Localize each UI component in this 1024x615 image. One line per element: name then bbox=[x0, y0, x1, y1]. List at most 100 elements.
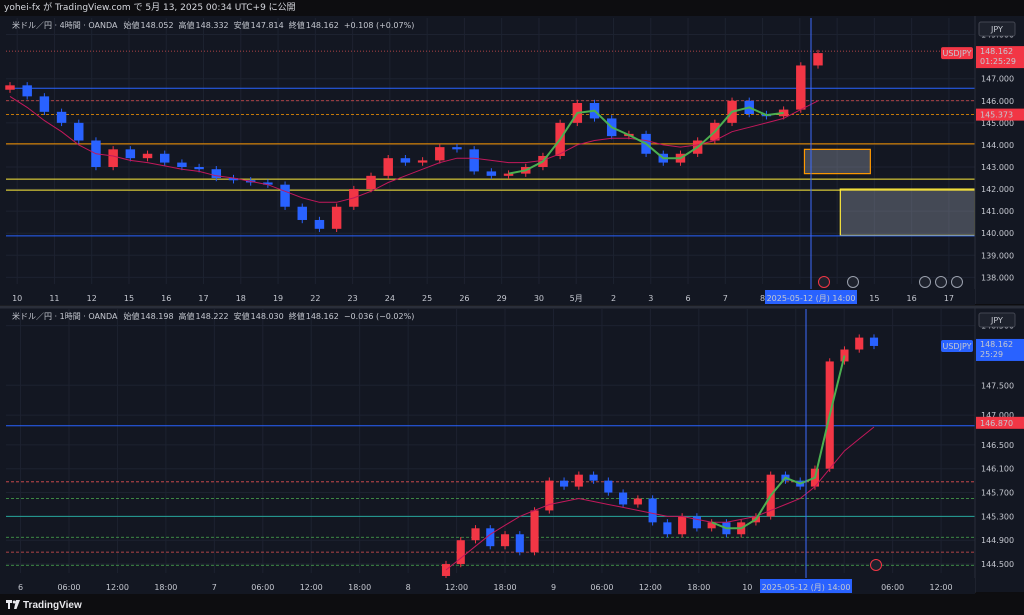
chart-pane-1h[interactable]: 148.500147.500147.000146.500146.100145.7… bbox=[0, 307, 1024, 594]
candle-body[interactable] bbox=[545, 480, 554, 511]
us-flag-event-icon[interactable] bbox=[951, 276, 963, 288]
candle-body[interactable] bbox=[228, 178, 239, 181]
price-tick-label: 144.500 bbox=[981, 560, 1014, 569]
candle-body[interactable] bbox=[604, 480, 613, 493]
candle-body[interactable] bbox=[840, 349, 849, 362]
candle-body[interactable] bbox=[452, 147, 462, 150]
symbol-tag bbox=[941, 47, 973, 60]
candle-body[interactable] bbox=[469, 149, 479, 172]
time-tick-label: 7 bbox=[212, 583, 217, 592]
time-tick-label: 06:00 bbox=[251, 583, 274, 592]
candle-body[interactable] bbox=[417, 160, 428, 163]
zone-box-orange[interactable] bbox=[803, 148, 871, 175]
price-tick-label: 145.300 bbox=[981, 512, 1014, 521]
time-tick-label: 29 bbox=[497, 294, 507, 303]
candle-body[interactable] bbox=[400, 158, 411, 163]
time-axis[interactable] bbox=[0, 578, 975, 594]
candle-body[interactable] bbox=[560, 480, 569, 487]
candle-body[interactable] bbox=[435, 147, 445, 161]
candle-body[interactable] bbox=[796, 65, 806, 110]
candle-body[interactable] bbox=[589, 474, 598, 481]
time-tick-label: 25 bbox=[422, 294, 432, 303]
legend-high-label: 高値 bbox=[179, 311, 195, 321]
current-price-tag bbox=[976, 338, 1024, 361]
price-tick-label: 142.000 bbox=[981, 185, 1014, 194]
candle-body[interactable] bbox=[486, 528, 495, 547]
marked-level-tag bbox=[976, 108, 1024, 121]
ohlc-legend: 米ドル／円 · 1時間 · OANDA 始値 148.198 高値 148.222 安値 1… bbox=[12, 311, 414, 321]
candle-body[interactable] bbox=[619, 492, 628, 505]
time-tick-label: 19 bbox=[273, 294, 283, 303]
footer-bar: TradingView bbox=[0, 596, 1024, 615]
candle-body[interactable] bbox=[5, 85, 15, 90]
candle-body[interactable] bbox=[707, 522, 716, 529]
us-flag-event-icon[interactable] bbox=[919, 276, 931, 288]
candle-body[interactable] bbox=[633, 498, 642, 505]
time-tick-label: 24 bbox=[385, 294, 395, 303]
crosshair-time-tag bbox=[765, 290, 857, 304]
candle-body[interactable] bbox=[383, 158, 393, 176]
candle-body[interactable] bbox=[503, 173, 514, 176]
candle-body[interactable] bbox=[331, 206, 342, 229]
chart-pane-4h[interactable]: 149.000147.000146.000145.000144.000143.0… bbox=[0, 16, 1024, 305]
jp-flag-event-icon[interactable] bbox=[935, 276, 947, 288]
candle-body[interactable] bbox=[194, 167, 204, 170]
candle-body[interactable] bbox=[280, 184, 290, 207]
candle-body[interactable] bbox=[678, 516, 687, 535]
price-tick-label: 146.100 bbox=[981, 465, 1014, 474]
marked-level-tag bbox=[976, 416, 1024, 429]
candle-body[interactable] bbox=[869, 337, 879, 346]
lightning-event-icon[interactable] bbox=[818, 276, 830, 288]
currency-box[interactable] bbox=[978, 312, 1016, 328]
us-flag-event-icon[interactable] bbox=[847, 276, 859, 288]
time-tick-label: 06:00 bbox=[590, 583, 613, 592]
candle-body[interactable] bbox=[366, 175, 376, 190]
candle-body[interactable] bbox=[211, 169, 222, 179]
current-price-tag bbox=[976, 46, 1024, 69]
candle-body[interactable] bbox=[663, 522, 672, 535]
candle-body[interactable] bbox=[314, 219, 325, 229]
moving-average-line bbox=[445, 426, 875, 571]
marked-level-value: 146.870 bbox=[980, 419, 1013, 428]
candle-body[interactable] bbox=[441, 564, 451, 576]
candle-body[interactable] bbox=[813, 53, 823, 66]
zone-box-yellow[interactable] bbox=[839, 188, 976, 237]
currency-box[interactable] bbox=[978, 21, 1016, 37]
tradingview-logo[interactable]: TradingView bbox=[6, 599, 82, 611]
time-tick-label: 12:00 bbox=[106, 583, 129, 592]
candle-body[interactable] bbox=[74, 122, 84, 141]
candle-body[interactable] bbox=[159, 153, 170, 163]
candle-body[interactable] bbox=[855, 337, 864, 350]
legend-high: 148.332 bbox=[196, 21, 229, 30]
candle-body[interactable] bbox=[263, 182, 273, 185]
candle-body[interactable] bbox=[574, 474, 583, 487]
candle-body[interactable] bbox=[39, 96, 50, 112]
candle-body[interactable] bbox=[500, 534, 510, 547]
time-tick-label: 5月 bbox=[570, 294, 583, 303]
candle-body[interactable] bbox=[108, 149, 118, 168]
chart-stage[interactable]: 149.000147.000146.000145.000144.000143.0… bbox=[0, 16, 1024, 596]
candle-body[interactable] bbox=[125, 149, 136, 159]
crosshair-time-tag bbox=[760, 579, 852, 593]
time-tick-label: 18:00 bbox=[154, 583, 177, 592]
lightning-event-icon[interactable] bbox=[870, 559, 882, 571]
candle-body[interactable] bbox=[530, 510, 539, 553]
legend-high-label: 高値 bbox=[179, 20, 195, 30]
candle-body[interactable] bbox=[456, 540, 465, 565]
candle-body[interactable] bbox=[486, 171, 497, 176]
candle-body[interactable] bbox=[515, 534, 524, 553]
candle-body[interactable] bbox=[142, 153, 153, 159]
candle-body[interactable] bbox=[22, 85, 32, 97]
candle-body[interactable] bbox=[56, 111, 67, 123]
candle-body[interactable] bbox=[471, 528, 480, 541]
candle-body[interactable] bbox=[177, 162, 187, 168]
crosshair-time-label: 2025-05-12 (月) 14:00 bbox=[767, 294, 856, 303]
candle-body[interactable] bbox=[692, 516, 701, 529]
trend-indicator-line bbox=[508, 106, 784, 175]
candle-body[interactable] bbox=[648, 498, 657, 523]
time-tick-label: 8 bbox=[760, 294, 765, 303]
candle-body[interactable] bbox=[297, 206, 307, 220]
time-axis[interactable] bbox=[0, 289, 975, 305]
candle-body[interactable] bbox=[778, 109, 789, 117]
time-tick-label: 22 bbox=[310, 294, 320, 303]
